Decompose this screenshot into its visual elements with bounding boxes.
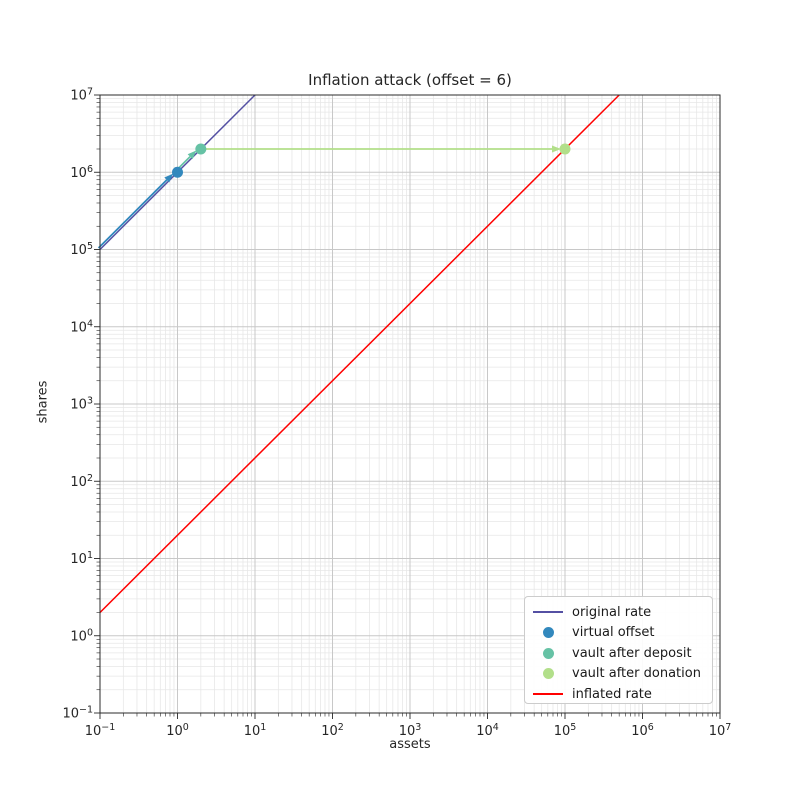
- legend-line-sample: [533, 611, 563, 614]
- y-tick-label: 104: [70, 318, 93, 335]
- donation-arrow-head: [552, 145, 561, 153]
- x-tick-label: 10−1: [85, 722, 116, 739]
- x-tick-label: 105: [554, 722, 577, 739]
- legend-entry: virtual offset: [525, 623, 712, 644]
- offset-arrow-shaft: [97, 179, 168, 249]
- x-tick-label: 102: [321, 722, 344, 739]
- legend: original rate virtual offset vault after d…: [524, 596, 713, 704]
- legend-entry: inflated rate: [525, 684, 712, 705]
- legend-label: vault after deposit: [572, 645, 692, 661]
- x-tick-label: 101: [244, 722, 267, 739]
- y-tick-label: 100: [70, 627, 93, 644]
- legend-entry: vault after donation: [525, 664, 712, 685]
- x-tick-label: 103: [399, 722, 422, 739]
- chart-title: Inflation attack (offset = 6): [308, 71, 512, 89]
- y-tick-label: 105: [70, 241, 93, 258]
- legend-line-sample: [533, 693, 563, 696]
- vault-after-donation-point: [559, 143, 571, 155]
- y-tick-label: 106: [70, 164, 93, 181]
- y-tick-label: 10−1: [62, 705, 93, 722]
- legend-marker-sample: [533, 647, 563, 659]
- x-tick-label: 106: [631, 722, 654, 739]
- y-tick-label: 102: [70, 473, 93, 490]
- x-tick-label: 104: [476, 722, 499, 739]
- offset-arrow-head: [164, 173, 174, 183]
- y-axis-label: shares: [35, 380, 51, 424]
- dot-swatch-icon: [542, 627, 554, 639]
- deposit-arrow-head: [187, 150, 197, 160]
- virtual-offset-point: [172, 166, 183, 178]
- y-tick-label: 103: [70, 396, 93, 413]
- legend-marker-sample: [533, 668, 563, 680]
- line-swatch-icon: [533, 611, 563, 614]
- legend-entry: vault after deposit: [525, 643, 712, 664]
- inflated-rate-line: [99, 94, 620, 614]
- x-tick-label: 100: [166, 722, 189, 739]
- line-swatch-icon: [533, 693, 563, 696]
- y-tick-label: 107: [70, 87, 93, 104]
- x-tick-label: 107: [709, 722, 732, 739]
- y-tick-label: 101: [70, 550, 93, 567]
- x-axis-label: assets: [389, 737, 431, 752]
- legend-marker-sample: [533, 627, 563, 639]
- legend-label: vault after donation: [572, 666, 701, 682]
- legend-entry: original rate: [525, 602, 712, 623]
- vault-after-deposit-point: [195, 143, 207, 155]
- dot-swatch-icon: [542, 668, 554, 680]
- dot-swatch-icon: [542, 647, 554, 659]
- legend-label: virtual offset: [572, 625, 655, 641]
- legend-label: original rate: [572, 604, 652, 620]
- legend-label: inflated rate: [572, 686, 652, 702]
